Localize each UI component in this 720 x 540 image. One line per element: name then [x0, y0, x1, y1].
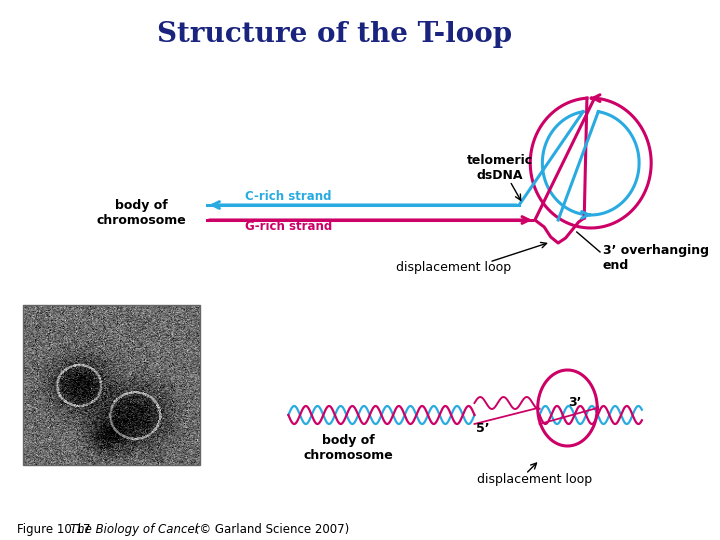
Text: Figure 10.17: Figure 10.17 [17, 523, 98, 537]
Bar [23, 305, 200, 465]
Text: displacement loop: displacement loop [477, 474, 593, 487]
Text: telomeric
dsDNA: telomeric dsDNA [467, 154, 533, 182]
Text: 5’: 5’ [477, 422, 490, 435]
Text: 3’ overhanging
end: 3’ overhanging end [603, 244, 708, 272]
Text: displacement loop: displacement loop [397, 261, 511, 274]
Text: C-rich strand: C-rich strand [245, 191, 332, 204]
Text: (© Garland Science 2007): (© Garland Science 2007) [191, 523, 349, 537]
Text: body of
chromosome: body of chromosome [96, 199, 186, 227]
Text: Structure of the T-loop: Structure of the T-loop [158, 22, 513, 49]
Text: G-rich strand: G-rich strand [245, 219, 332, 233]
Text: 3’: 3’ [568, 396, 582, 409]
Text: The Biology of Cancer: The Biology of Cancer [70, 523, 199, 537]
Text: body of
chromosome: body of chromosome [304, 434, 394, 462]
